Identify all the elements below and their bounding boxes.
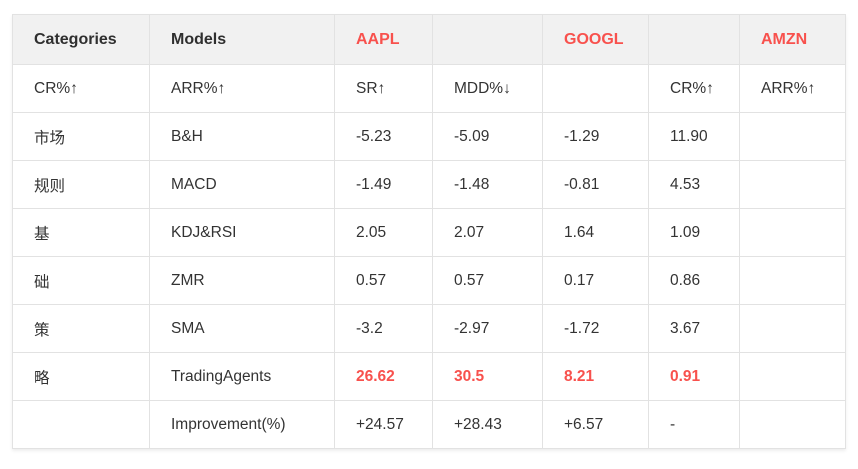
value-cell: -1.49	[334, 160, 433, 209]
value-cell: -3.2	[334, 304, 433, 353]
table-row-macd: 规则 MACD -1.49 -1.48 -0.81 4.53	[12, 160, 846, 209]
model-cell: KDJ&RSI	[149, 208, 335, 257]
model-cell: SMA	[149, 304, 335, 353]
table-row-zmr: 础 ZMR 0.57 0.57 0.17 0.86	[12, 256, 846, 305]
value-cell	[739, 160, 846, 209]
model-cell: Improvement(%)	[149, 400, 335, 449]
value-cell: 3.67	[648, 304, 740, 353]
value-cell: 0.57	[432, 256, 543, 305]
value-cell: 2.05	[334, 208, 433, 257]
value-cell	[739, 304, 846, 353]
metric-cell-cr-2: CR%↑	[648, 64, 740, 113]
model-cell: TradingAgents	[149, 352, 335, 401]
value-cell	[739, 400, 846, 449]
value-cell: 1.64	[542, 208, 649, 257]
value-cell: 0.86	[648, 256, 740, 305]
category-cell: 市场	[12, 112, 150, 161]
category-cell: 策	[12, 304, 150, 353]
value-cell: -	[648, 400, 740, 449]
metric-cell-arr: ARR%↑	[149, 64, 335, 113]
model-cell: B&H	[149, 112, 335, 161]
value-cell: +24.57	[334, 400, 433, 449]
value-cell-highlight: 26.62	[334, 352, 433, 401]
table-row-kdjrsi: 基 KDJ&RSI 2.05 2.07 1.64 1.09	[12, 208, 846, 257]
value-cell: +6.57	[542, 400, 649, 449]
col-header-models: Models	[149, 14, 335, 65]
col-header-categories: Categories	[12, 14, 150, 65]
value-cell: 1.09	[648, 208, 740, 257]
col-header-ticker-aapl: AAPL	[334, 14, 433, 65]
value-cell: +28.43	[432, 400, 543, 449]
category-cell: 规则	[12, 160, 150, 209]
metric-cell-mdd: MDD%↓	[432, 64, 543, 113]
value-cell: -1.48	[432, 160, 543, 209]
model-cell: MACD	[149, 160, 335, 209]
category-cell	[12, 400, 150, 449]
value-cell: 11.90	[648, 112, 740, 161]
value-cell: -5.09	[432, 112, 543, 161]
value-cell: 0.57	[334, 256, 433, 305]
category-cell: 略	[12, 352, 150, 401]
value-cell: -2.97	[432, 304, 543, 353]
table-row-bh: 市场 B&H -5.23 -5.09 -1.29 11.90	[12, 112, 846, 161]
value-cell	[739, 112, 846, 161]
header-row: Categories Models AAPL GOOGL AMZN	[12, 14, 846, 65]
metric-header-row: CR%↑ ARR%↑ SR↑ MDD%↓ CR%↑ ARR%↑	[12, 64, 846, 113]
value-cell-highlight: 8.21	[542, 352, 649, 401]
value-cell-highlight: 0.91	[648, 352, 740, 401]
value-cell: -1.29	[542, 112, 649, 161]
value-cell: -1.72	[542, 304, 649, 353]
results-table: Categories Models AAPL GOOGL AMZN CR%↑ A…	[12, 14, 846, 449]
table-row-sma: 策 SMA -3.2 -2.97 -1.72 3.67	[12, 304, 846, 353]
col-header-ticker-amzn: AMZN	[739, 14, 846, 65]
model-cell: ZMR	[149, 256, 335, 305]
category-cell: 基	[12, 208, 150, 257]
table-row-tradingagents: 略 TradingAgents 26.62 30.5 8.21 0.91	[12, 352, 846, 401]
value-cell: 2.07	[432, 208, 543, 257]
value-cell	[739, 352, 846, 401]
metric-cell-cr: CR%↑	[12, 64, 150, 113]
value-cell-highlight: 30.5	[432, 352, 543, 401]
value-cell	[739, 256, 846, 305]
metric-cell-sr: SR↑	[334, 64, 433, 113]
col-header-ticker-googl: GOOGL	[542, 14, 649, 65]
col-header-blank-2	[648, 14, 740, 65]
value-cell: -0.81	[542, 160, 649, 209]
value-cell: 4.53	[648, 160, 740, 209]
value-cell: 0.17	[542, 256, 649, 305]
table-row-improvement: Improvement(%) +24.57 +28.43 +6.57 -	[12, 400, 846, 449]
metric-cell-arr-2: ARR%↑	[739, 64, 846, 113]
category-cell: 础	[12, 256, 150, 305]
value-cell: -5.23	[334, 112, 433, 161]
value-cell	[739, 208, 846, 257]
col-header-blank-1	[432, 14, 543, 65]
metric-cell-blank	[542, 64, 649, 113]
